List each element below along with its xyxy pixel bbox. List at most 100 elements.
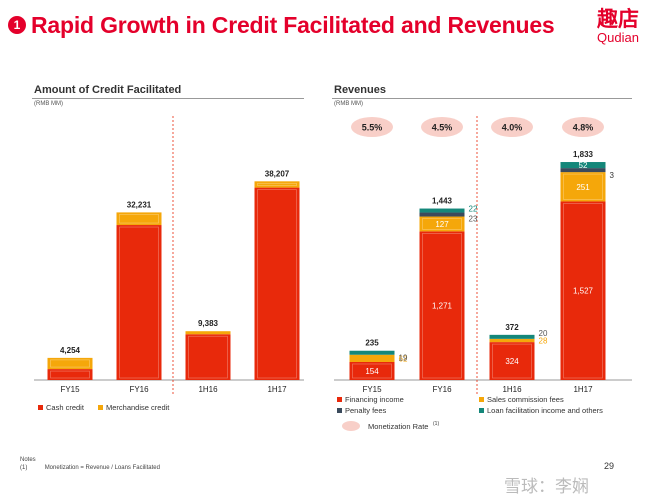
revenue-legend-swatch-3 — [479, 408, 484, 413]
revenue-segment-label-FY16-1: 127 — [435, 220, 449, 229]
credit-bar-inner-outline — [119, 214, 159, 224]
revenue-tick-label-1H17: 1H17 — [573, 385, 593, 394]
revenue-segment-label-FY16-2: 23 — [469, 215, 478, 224]
revenue-bar-inner-outline — [563, 203, 603, 379]
monetization-rate-bubble-1H16 — [491, 117, 533, 137]
credit-chart-title: Amount of Credit Facilitated — [34, 84, 182, 96]
revenue-total-label-1H16: 372 — [505, 323, 519, 332]
credit-bar-1H17-cash — [254, 187, 300, 380]
revenue-segment-label-FY15-0: 154 — [365, 367, 379, 376]
note-text: Monetization = Revenue / Loans Facilitat… — [44, 465, 160, 471]
monetization-rate-bubble-FY16 — [421, 117, 463, 137]
revenue-legend-label-0: Financing income — [345, 395, 404, 404]
credit-total-label-1H17: 38,207 — [265, 169, 290, 178]
notes-heading: Notes — [20, 457, 36, 463]
revenue-tick-label-1H16: 1H16 — [502, 385, 522, 394]
revenue-bar-FY16-series-1 — [419, 216, 465, 232]
credit-title-rule — [32, 98, 304, 99]
revenue-bar-FY16-series-0 — [419, 231, 465, 380]
footnotes: Notes (1) Monetization = Revenue / Loans… — [20, 456, 160, 472]
section-number-badge: 1 — [8, 16, 26, 34]
credit-tick-label-1H17: 1H17 — [267, 385, 287, 394]
revenue-title-rule — [332, 98, 632, 99]
revenue-total-label-1H17: 1,833 — [573, 150, 594, 159]
revenue-bar-1H17-series-0 — [560, 201, 606, 380]
revenue-legend-swatch-0 — [337, 397, 342, 402]
revenue-bar-1H17-series-1 — [560, 172, 606, 202]
revenue-segment-label-1H16-3: 20 — [539, 329, 548, 338]
revenue-bar-FY16-series-2 — [419, 212, 465, 217]
revenue-bar-inner-outline — [422, 233, 462, 379]
credit-total-label-FY16: 32,231 — [127, 200, 152, 209]
revenue-total-label-FY16: 1,443 — [432, 197, 453, 206]
revenue-segment-label-FY15-3: 19 — [399, 354, 408, 363]
revenue-segment-label-1H16-1: 28 — [539, 336, 548, 345]
revenue-legend-label-1: Sales commission fees — [487, 395, 564, 404]
credit-tick-label-1H16: 1H16 — [198, 385, 218, 394]
revenue-segment-label-1H16-0: 324 — [505, 357, 519, 366]
revenue-bar-1H17-series-3 — [560, 162, 606, 169]
revenue-bar-1H16-series-0 — [489, 342, 535, 380]
credit-bar-FY16-cash — [116, 225, 162, 380]
revenue-tick-label-FY16: FY16 — [432, 385, 452, 394]
note-1: (1) Monetization = Revenue / Loans Facil… — [20, 464, 160, 472]
monetization-rate-label-FY15: 5.5% — [362, 123, 383, 133]
revenue-segment-label-1H17-3: 52 — [579, 161, 588, 170]
revenue-bar-FY15-series-0 — [349, 361, 395, 380]
revenue-bar-1H16-series-1 — [489, 338, 535, 343]
revenue-legend-swatch-2 — [337, 408, 342, 413]
revenue-segment-label-1H17-2: 3 — [610, 171, 615, 180]
credit-bar-inner-outline — [50, 370, 90, 379]
credit-bar-1H17-merchandise — [254, 181, 300, 188]
qudian-logo: 趣店 Qudian — [586, 8, 650, 46]
revenue-bar-inner-outline — [352, 363, 392, 379]
logo-chinese-text: 趣店 — [597, 7, 639, 31]
credit-legend-label-0: Cash credit — [46, 403, 85, 412]
revenue-bar-inner-outline — [422, 218, 462, 230]
revenue-segment-label-1H17-0: 1,527 — [573, 287, 594, 296]
revenue-legend-label-2: Penalty fees — [345, 406, 387, 415]
monetization-rate-bubble-1H17 — [562, 117, 604, 137]
watermark-text: 雪球：李娴 — [504, 477, 589, 497]
credit-bar-FY16-merchandise — [116, 212, 162, 226]
revenue-segment-label-FY16-0: 1,271 — [432, 302, 453, 311]
revenue-bar-FY15-series-3 — [349, 350, 395, 355]
monetization-rate-label-FY16: 4.5% — [432, 123, 453, 133]
credit-legend-swatch-0 — [38, 405, 43, 410]
revenue-total-label-FY15: 235 — [365, 339, 379, 348]
page-number: 29 — [604, 461, 615, 471]
logo-english-text: Qudian — [597, 30, 639, 45]
page-title: Rapid Growth in Credit Facilitated and R… — [31, 11, 555, 38]
credit-bar-1H16-merchandise — [185, 331, 231, 335]
monetization-rate-legend-superscript: (1) — [433, 421, 439, 427]
revenue-bar-1H16-series-3 — [489, 334, 535, 339]
credit-tick-label-FY16: FY16 — [129, 385, 149, 394]
revenue-bar-FY15-series-1 — [349, 354, 395, 362]
revenue-tick-label-FY15: FY15 — [362, 385, 382, 394]
revenue-bar-inner-outline — [563, 173, 603, 200]
monetization-rate-label-1H17: 4.8% — [573, 123, 594, 133]
revenue-segment-label-1H17-1: 251 — [576, 183, 590, 192]
credit-tick-label-FY15: FY15 — [60, 385, 80, 394]
revenue-legend-swatch-1 — [479, 397, 484, 402]
revenue-bar-1H17-series-2 — [560, 168, 606, 173]
credit-bar-FY15-merchandise — [47, 357, 93, 370]
credit-legend-swatch-1 — [98, 405, 103, 410]
revenue-segment-label-FY15-1: 62 — [399, 354, 408, 363]
credit-bar-FY15-cash — [47, 369, 93, 380]
revenue-legend-label-3: Loan facilitation income and others — [487, 406, 603, 415]
monetization-rate-bubble-FY15 — [351, 117, 393, 137]
title-row: 1 Rapid Growth in Credit Facilitated and… — [8, 8, 555, 42]
credit-unit-note: (RMB MM) — [34, 101, 63, 107]
credit-bar-inner-outline — [257, 182, 297, 186]
revenue-chart-title: Revenues — [334, 84, 386, 96]
note-marker: (1) — [20, 465, 28, 471]
credit-total-label-FY15: 4,254 — [60, 346, 81, 355]
revenue-bar-inner-outline — [492, 343, 532, 379]
revenue-bar-FY16-series-3 — [419, 208, 465, 213]
monetization-rate-label-1H16: 4.0% — [502, 123, 523, 133]
credit-legend-label-1: Merchandise credit — [106, 403, 170, 412]
credit-bar-inner-outline — [257, 189, 297, 379]
credit-bar-inner-outline — [188, 335, 228, 379]
